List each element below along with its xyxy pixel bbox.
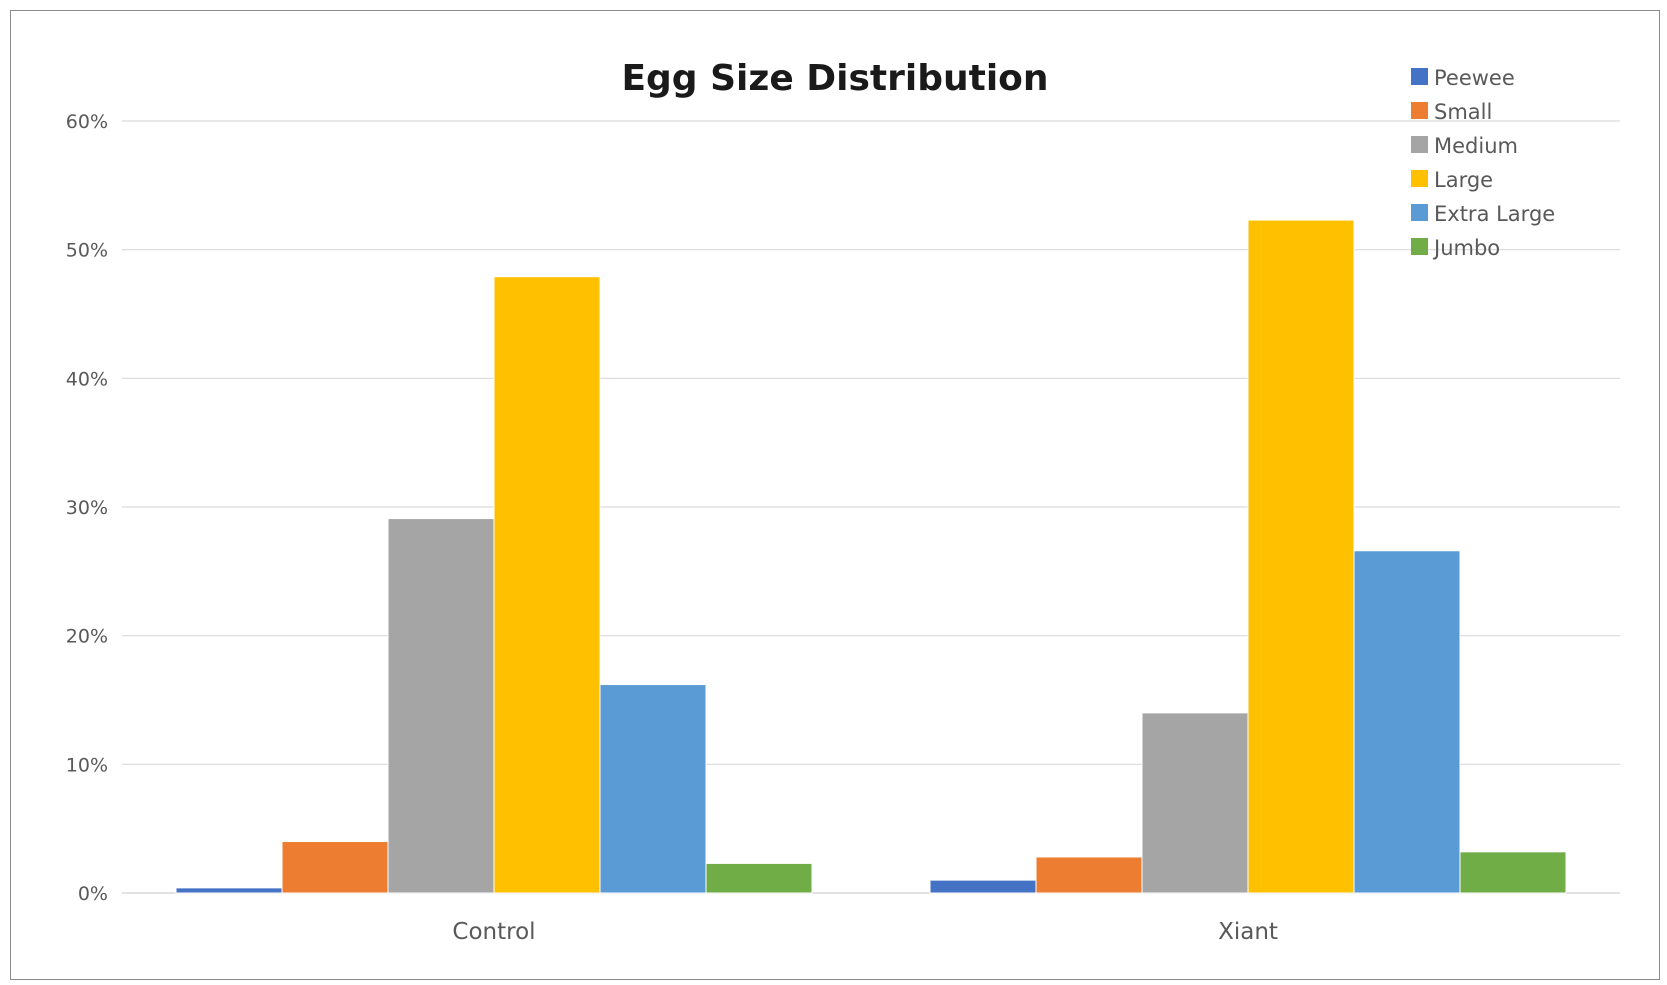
bar-control-extra-large <box>599 684 707 894</box>
legend-swatch-small <box>1411 102 1428 119</box>
x-axis-categories: Control Xiant <box>452 919 1277 945</box>
legend: Peewee Small Medium Large Extra Large Jumbo <box>1411 66 1555 260</box>
legend-swatch-medium <box>1411 136 1428 153</box>
legend-swatch-extra-large <box>1411 204 1428 221</box>
legend-swatch-large <box>1411 170 1428 187</box>
legend-label-small: Small <box>1434 100 1492 124</box>
y-axis-ticks: 0% 10% 20% 30% 40% 50% 60% <box>66 111 108 905</box>
legend-label-peewee: Peewee <box>1434 66 1515 90</box>
bar-xiant-jumbo <box>1459 851 1567 894</box>
legend-label-large: Large <box>1434 168 1493 192</box>
legend-label-extra-large: Extra Large <box>1434 202 1555 226</box>
legend-swatch-peewee <box>1411 68 1428 85</box>
y-tick-label: 40% <box>66 368 108 390</box>
legend-label-jumbo: Jumbo <box>1432 236 1500 260</box>
bars <box>175 219 1567 894</box>
legend-swatch-jumbo <box>1411 238 1428 255</box>
category-label-control: Control <box>452 919 535 945</box>
bar-xiant-medium <box>1141 712 1249 894</box>
bar-control-large <box>493 276 601 894</box>
legend-label-medium: Medium <box>1434 134 1518 158</box>
y-tick-label: 50% <box>66 240 108 262</box>
y-tick-label: 30% <box>66 497 108 519</box>
bar-xiant-large <box>1247 219 1355 894</box>
y-tick-label: 0% <box>78 883 108 905</box>
y-tick-label: 60% <box>66 111 108 133</box>
bar-control-peewee <box>175 887 283 894</box>
bar-control-small <box>281 841 389 894</box>
bar-xiant-extra-large <box>1353 550 1461 894</box>
bar-xiant-small <box>1035 856 1143 894</box>
category-label-xiant: Xiant <box>1218 919 1278 945</box>
bar-control-jumbo <box>705 862 813 894</box>
y-tick-label: 20% <box>66 626 108 648</box>
y-tick-label: 10% <box>66 754 108 776</box>
bar-control-medium <box>387 518 495 894</box>
bar-xiant-peewee <box>929 879 1037 894</box>
chart-title: Egg Size Distribution <box>621 58 1048 99</box>
